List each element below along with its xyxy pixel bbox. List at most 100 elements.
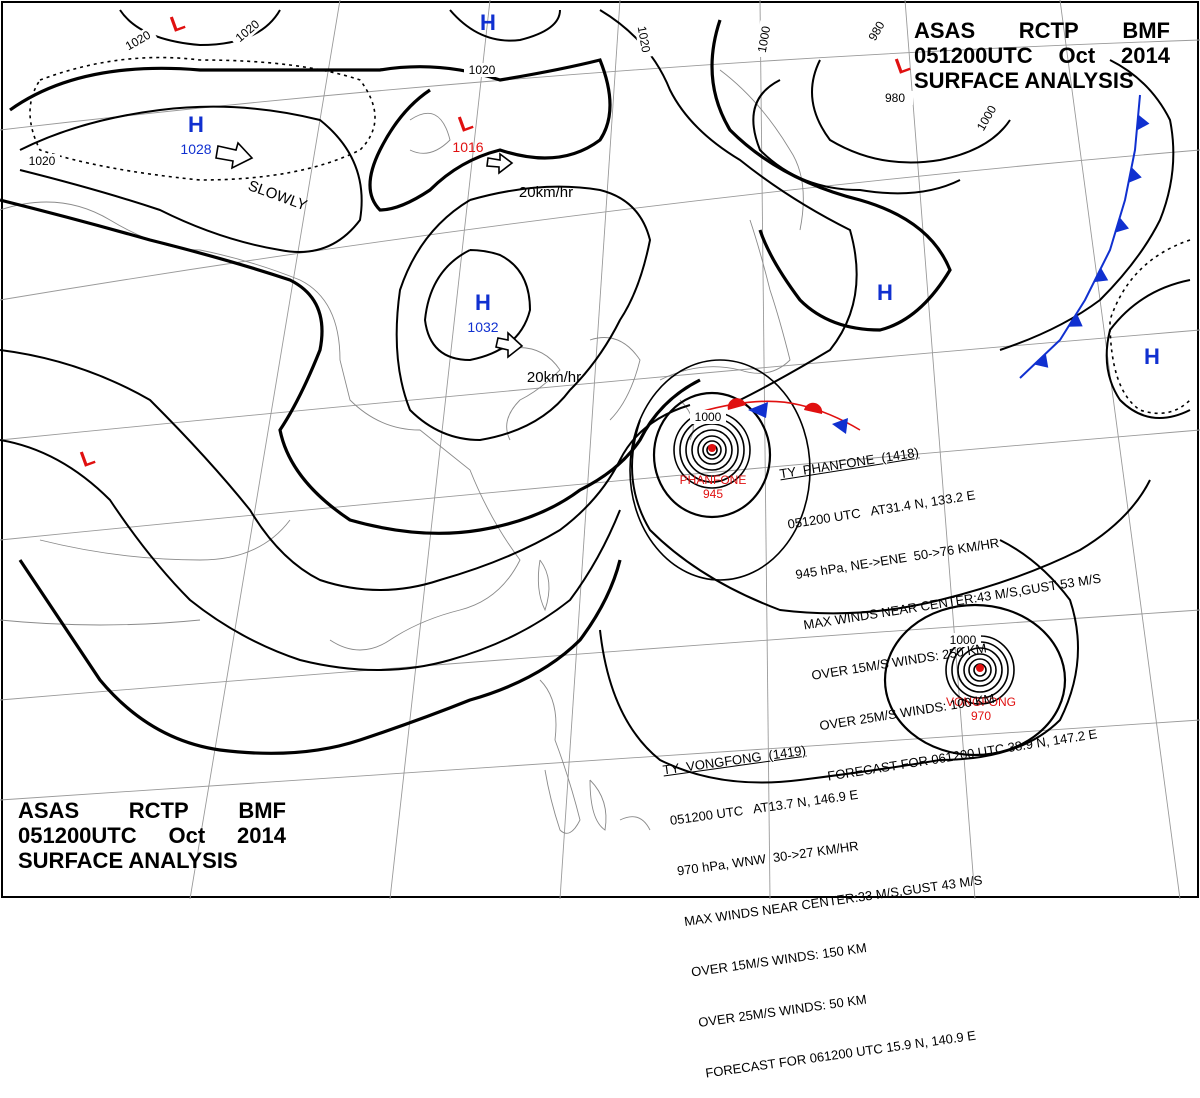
- header-time: 051200UTC: [914, 43, 1033, 68]
- isobar-label-bg: [690, 410, 726, 424]
- high-pressure-marker: H: [480, 10, 496, 35]
- isobar: [449, 9, 561, 42]
- isobar-labels-layer: 1020 102010201020102098098010001000100010…: [24, 11, 1002, 647]
- latitude-line: [0, 149, 1200, 301]
- low-symbol: L: [77, 444, 98, 472]
- header-code: BMF: [238, 798, 286, 823]
- longitude-line: [389, 0, 491, 899]
- storm-info-line: OVER 25M/S WINDS: 50 KM: [697, 991, 868, 1031]
- isobar-value: 1020: [635, 25, 653, 54]
- longitude-line: [559, 0, 621, 899]
- isobar: [0, 198, 701, 535]
- storm-info-line: OVER 15M/S WINDS: 150 KM: [690, 940, 868, 980]
- coastline: [0, 619, 201, 626]
- longitude-line: [189, 0, 341, 899]
- warm-front-semicircle: [804, 402, 823, 414]
- storm-ring: [697, 435, 727, 465]
- cold-front-triangle: [1128, 167, 1142, 183]
- header-code: BMF: [1122, 18, 1170, 43]
- motion-arrow-icon: [495, 331, 524, 359]
- isobar-label-bg: [464, 63, 500, 77]
- isobar-label-bg: [633, 20, 654, 59]
- header-product: SURFACE ANALYSIS: [914, 68, 1134, 93]
- cold-front-triangle: [832, 418, 848, 434]
- isobar-value: 1020: [29, 154, 56, 168]
- central-pressure: 1028: [180, 141, 211, 157]
- longitude-line: [1059, 0, 1181, 899]
- low-pressure-marker: L: [167, 9, 188, 37]
- isobar-value: 1020: [469, 63, 496, 77]
- isobar: [119, 9, 281, 47]
- graticule: [0, 0, 1200, 899]
- header-station: RCTP: [128, 798, 189, 823]
- storm-ring: [702, 440, 722, 460]
- storm-info-line: 945 hPa, NE->ENE 50->76 KM/HR: [794, 535, 1001, 583]
- isobar-value: 980: [885, 91, 905, 105]
- storm-ring: [883, 603, 1067, 757]
- isobar-label: 1020: [464, 63, 500, 77]
- header-agency-row: ASAS RCTP BMF: [18, 798, 286, 823]
- coastline: [537, 559, 550, 612]
- isobar: [752, 79, 961, 195]
- low-pressure-marker: L: [77, 444, 98, 472]
- coastline: [39, 519, 291, 561]
- isobar: [811, 59, 1011, 164]
- cold-front: [1019, 94, 1150, 379]
- motion-arrows: [215, 141, 524, 359]
- latitude-line: [0, 719, 1200, 801]
- isobar-label-bg: [861, 11, 892, 51]
- isobar-label: 1020: [24, 154, 60, 168]
- coastline: [659, 219, 791, 381]
- isobar: [710, 19, 952, 332]
- storm-info-line: MAX WINDS NEAR CENTER:33 M/S,GUST 43 M/S: [683, 872, 984, 930]
- header-agency-row: ASAS RCTP BMF: [914, 18, 1170, 43]
- storm-info-line: 970 hPa, WNW 30->27 KM/HR: [676, 838, 860, 879]
- high-pressure-marker: H: [877, 280, 893, 305]
- coastlines: [0, 69, 804, 834]
- header-agency: ASAS: [18, 798, 80, 823]
- coastline: [619, 816, 651, 831]
- latitude-line: [0, 609, 1200, 701]
- longitude-line: [759, 0, 771, 899]
- header-year: 2014: [1121, 43, 1170, 68]
- isobar: [0, 439, 621, 671]
- storm-info-line: 051200 UTC AT13.7 N, 146.9 E: [668, 786, 860, 829]
- typhoon-name: VONGFONG: [946, 695, 1016, 709]
- header-time-row: 051200UTC Oct 2014: [18, 823, 286, 848]
- isobar: [599, 9, 858, 401]
- header-time-row: 051200UTC Oct 2014: [914, 43, 1170, 68]
- isobar-label: 980: [877, 91, 913, 105]
- isobar: [599, 539, 1079, 784]
- motion-arrow-icon: [215, 141, 254, 170]
- typhoon-vongfong-center: [976, 664, 984, 672]
- central-pressure: 1032: [467, 319, 498, 335]
- header-agency: ASAS: [914, 18, 976, 43]
- isobar: [0, 349, 691, 591]
- isobar-label-bg: [118, 25, 158, 56]
- motion-label: SLOWLY: [246, 177, 310, 214]
- high-symbol: H: [475, 290, 491, 315]
- low-symbol: L: [455, 109, 476, 137]
- isobar-label-bg: [754, 20, 775, 59]
- map-header-top: ASAS RCTP BMF 051200UTC Oct 2014 SURFACE…: [914, 18, 1170, 93]
- header-year: 2014: [237, 823, 286, 848]
- storm-ring: [968, 658, 992, 682]
- latitude-line: [0, 329, 1200, 441]
- dotted-isobars: [29, 56, 1191, 415]
- typhoon-pressure: 970: [971, 709, 991, 723]
- header-month: Oct: [1058, 43, 1096, 68]
- map-header-bottom: ASAS RCTP BMF 051200UTC Oct 2014 SURFACE…: [18, 798, 286, 873]
- high-symbol: H: [877, 280, 893, 305]
- isobar-label-bg: [877, 91, 913, 105]
- dotted-isobar: [1109, 239, 1191, 415]
- header-station: RCTP: [1018, 18, 1079, 43]
- latitude-line: [0, 429, 1200, 541]
- motion-label: 20km/hr: [527, 369, 581, 386]
- isobar-value: 1000: [950, 633, 977, 647]
- coastline: [539, 679, 581, 834]
- storm-ring: [957, 647, 1003, 693]
- coastline: [499, 347, 561, 441]
- cold-front-triangle: [1068, 313, 1083, 327]
